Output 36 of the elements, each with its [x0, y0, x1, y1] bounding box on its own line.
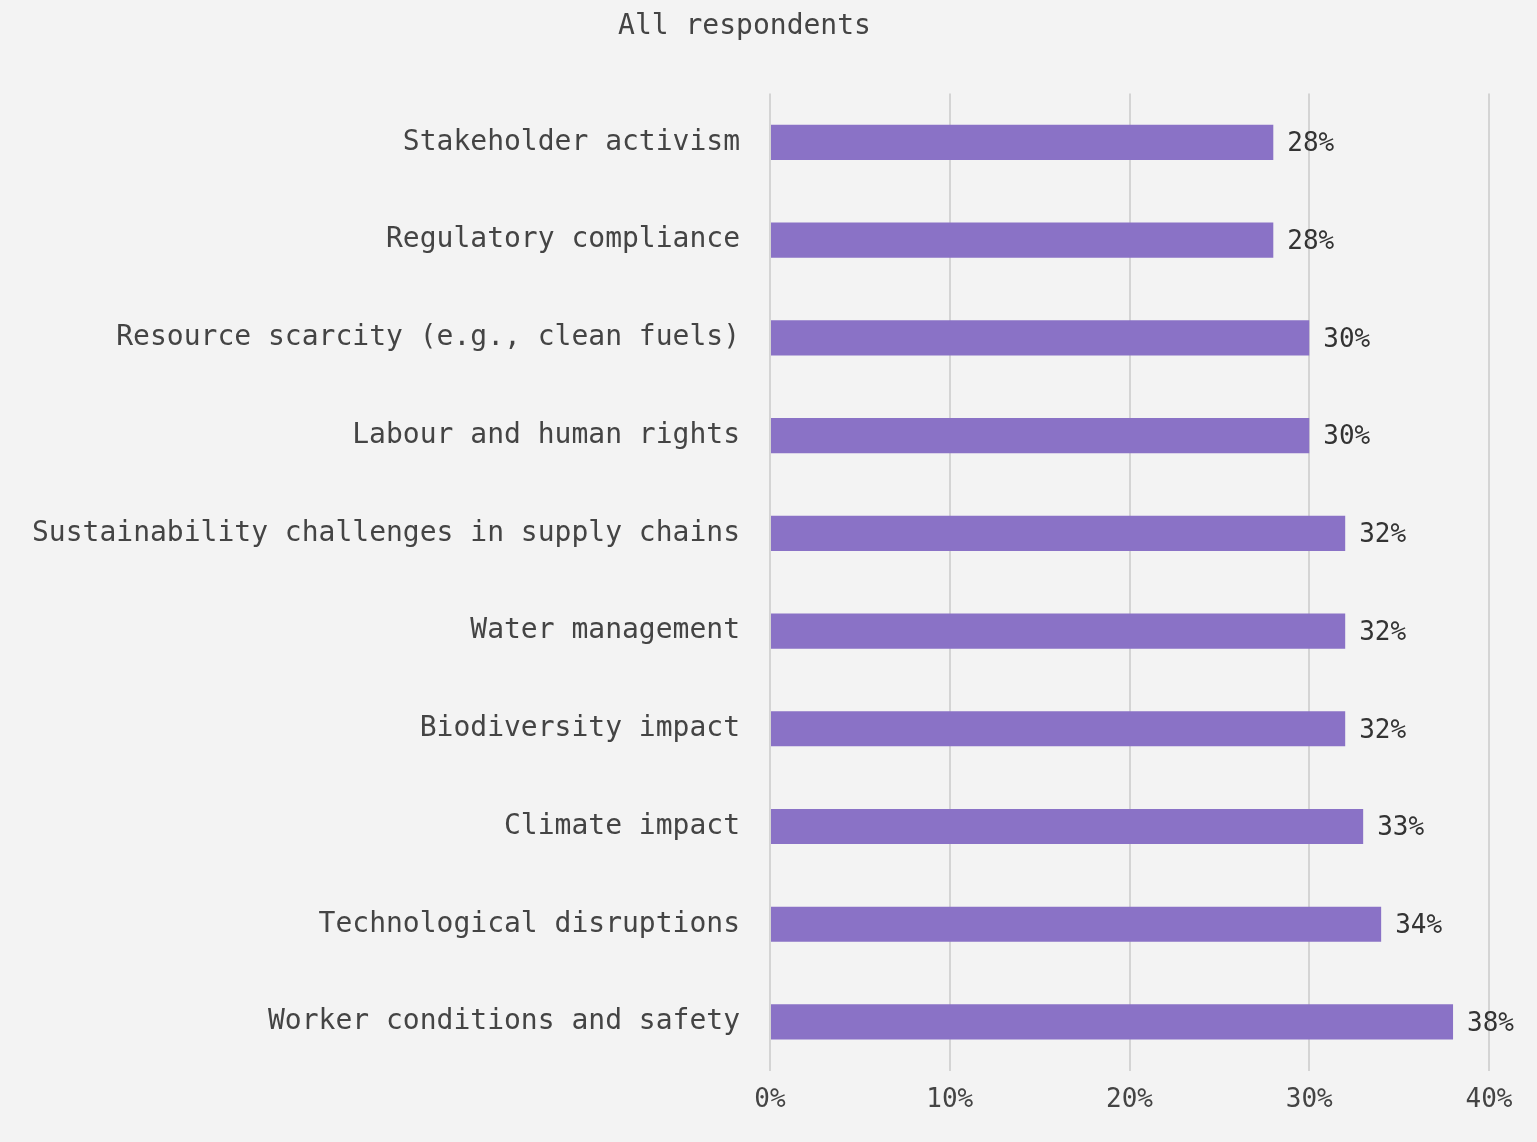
bar [771, 124, 1274, 161]
data-label: 28% [1287, 127, 1335, 158]
data-label: 30% [1323, 420, 1371, 451]
data-label: 28% [1287, 224, 1335, 255]
y-tick-label: Stakeholder activism [402, 123, 740, 157]
chart-title: All respondents [618, 8, 871, 42]
bar [771, 222, 1274, 258]
y-tick-label: Worker conditions and safety [267, 1003, 740, 1037]
data-label: 32% [1359, 713, 1407, 744]
y-tick-label: Water management [470, 612, 740, 646]
bar [771, 418, 1310, 454]
y-tick-label: Technological disruptions [318, 905, 740, 939]
y-tick-label: Labour and human rights [352, 416, 740, 450]
y-tick-label: Regulatory compliance [385, 221, 740, 255]
data-label: 30% [1323, 322, 1371, 353]
bar [771, 613, 1346, 649]
x-tick-label: 30% [1285, 1083, 1334, 1114]
bar [771, 320, 1310, 356]
y-tick-label: Climate impact [503, 807, 740, 841]
x-tick-label: 20% [1106, 1083, 1154, 1114]
data-label: 33% [1377, 811, 1425, 842]
data-label: 32% [1359, 615, 1407, 646]
bar [771, 711, 1346, 747]
x-tick-label: 10% [926, 1083, 974, 1114]
bar [771, 1004, 1454, 1040]
bar [771, 515, 1346, 551]
x-tick-label: 40% [1465, 1083, 1513, 1114]
bar [771, 906, 1382, 942]
data-label: 38% [1467, 1006, 1515, 1037]
y-tick-label: Resource scarcity (e.g., clean fuels) [116, 319, 740, 353]
y-tick-label: Sustainability challenges in supply chains [31, 514, 740, 548]
data-label: 32% [1359, 518, 1407, 549]
x-tick-label: 0% [754, 1083, 786, 1114]
bar [771, 808, 1364, 845]
y-tick-label: Biodiversity impact [419, 710, 740, 744]
data-label: 34% [1395, 908, 1443, 939]
